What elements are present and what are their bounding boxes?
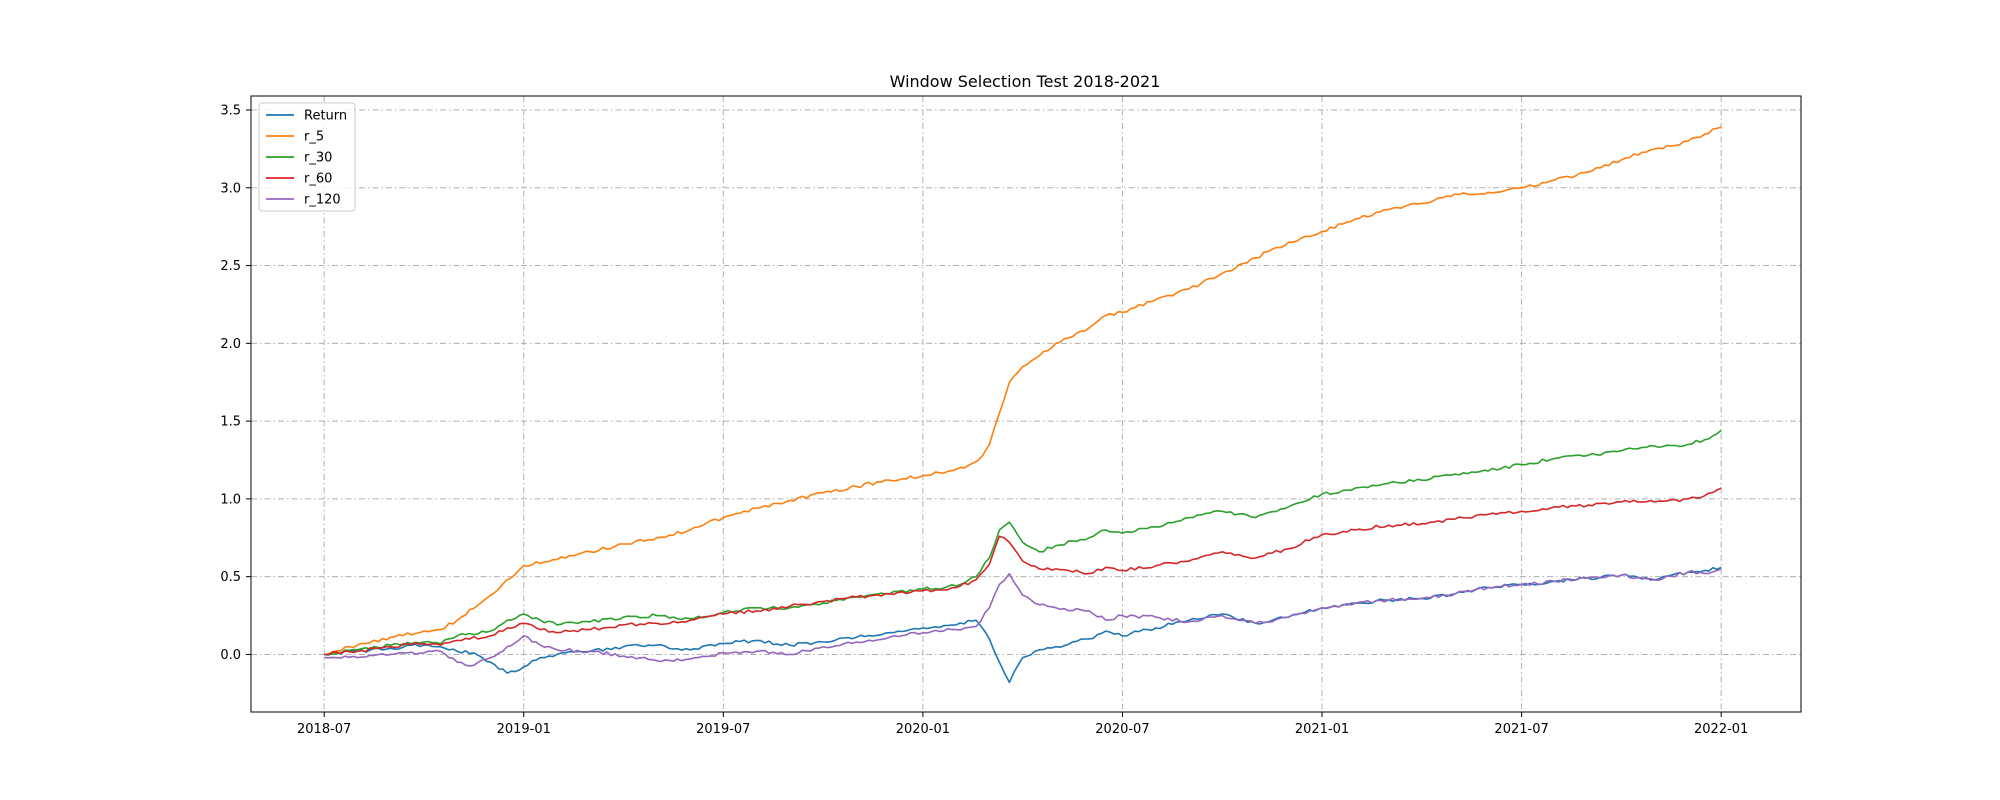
x-tick-label: 2022-01 [1694,722,1748,737]
legend-box [258,102,356,212]
series-line-r-60 [324,487,1722,656]
legend-label: r_5 [304,130,324,145]
x-tick-label: 2019-07 [696,722,750,737]
x-tick-label: 2021-07 [1494,722,1548,737]
x-tick-label: 2018-07 [297,722,351,737]
y-tick-label: 1.0 [220,492,241,507]
y-tick-label: 0.5 [220,570,241,585]
x-tick-label: 2021-01 [1295,722,1349,737]
series-layer [324,126,1722,684]
plot-area [250,95,1802,713]
legend-label: r_30 [304,151,332,166]
y-tick-label: 3.0 [220,181,241,196]
series-line-r-5 [324,126,1722,656]
legend-label: r_120 [304,193,341,208]
y-tick-label: 2.0 [220,337,241,352]
grid [251,96,1801,712]
x-tick-label: 2020-01 [896,722,950,737]
legend-label: Return [304,109,347,124]
y-tick-label: 2.5 [220,259,241,274]
y-tick-label: 0.0 [220,648,241,663]
x-tick-label: 2020-07 [1095,722,1149,737]
y-tick-label: 3.5 [220,104,241,119]
axes-ticks: 2018-07 2019-01 2019-07 2020-01 2020-07 2021-… [220,104,1748,738]
chart-title: Window Selection Test 2018-2021 [890,72,1161,91]
legend: Return r_5 r_30 r_60 r_120 [258,102,356,212]
series-line-r-120 [324,568,1722,667]
legend-label: r_60 [304,172,332,187]
y-tick-label: 1.5 [220,415,241,430]
x-tick-label: 2019-01 [497,722,551,737]
series-line-r-30 [324,429,1722,656]
